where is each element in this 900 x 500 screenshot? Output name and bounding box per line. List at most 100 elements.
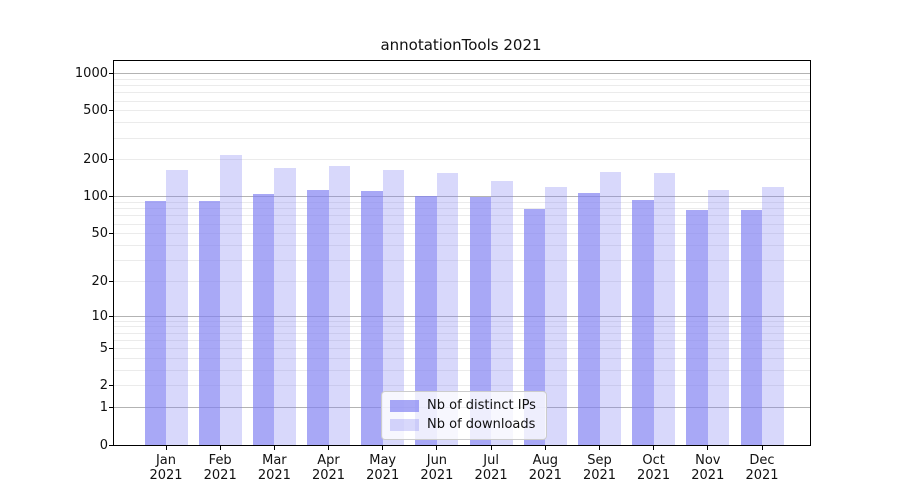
gridline-900 — [114, 78, 810, 80]
gridline-60 — [114, 223, 810, 225]
y-tick-label-5: 5 — [99, 341, 108, 357]
bar-ips-jun — [415, 196, 437, 445]
x-tick-label-oct: Oct 2021 — [637, 453, 671, 483]
x-tick-oct — [653, 446, 655, 450]
bar-downloads-jun — [436, 172, 459, 445]
chart-title: annotationTools 2021 — [380, 36, 542, 54]
legend-swatch-downloads — [390, 418, 419, 431]
gridline-3 — [114, 370, 810, 371]
y-tick-5 — [109, 348, 113, 350]
gridline-6 — [114, 339, 810, 341]
bar-ips-feb — [198, 201, 221, 445]
gridline-100 — [114, 196, 810, 198]
x-tick-apr — [328, 446, 329, 450]
x-tick-dec — [761, 446, 763, 450]
bar-downloads-jul — [491, 180, 513, 445]
y-tick-label-200: 200 — [83, 152, 108, 168]
x-tick-aug — [544, 446, 546, 450]
bar-downloads-mar — [274, 167, 296, 445]
bar-downloads-may — [382, 169, 405, 445]
y-tick-50 — [109, 233, 113, 235]
bar-ips-jul — [469, 196, 492, 445]
bar-ips-may — [361, 190, 383, 445]
bar-downloads-dec — [762, 186, 784, 445]
bar-downloads-feb — [220, 155, 242, 445]
gridline-800 — [114, 85, 810, 86]
bar-ips-apr — [307, 190, 329, 445]
gridline-4 — [114, 358, 810, 359]
x-tick-sep — [599, 446, 600, 450]
y-tick-label-10: 10 — [91, 308, 108, 324]
x-tick-label-dec: Dec 2021 — [745, 453, 779, 483]
gridline-600 — [114, 100, 810, 102]
y-tick-label-1: 1 — [99, 400, 108, 416]
y-tick-2 — [109, 385, 113, 387]
gridline-1000 — [114, 73, 810, 74]
gridline-700 — [114, 92, 810, 94]
bar-downloads-apr — [328, 165, 350, 445]
x-tick-label-jun: Jun 2021 — [420, 453, 454, 483]
gridline-8 — [114, 326, 810, 328]
y-tick-label-500: 500 — [83, 103, 108, 119]
legend-entry-downloads: Nb of downloads — [390, 417, 536, 432]
x-tick-jan — [165, 446, 167, 450]
gridline-30 — [114, 259, 810, 261]
gridline-400 — [114, 122, 810, 124]
x-tick-label-jan: Jan 2021 — [149, 453, 183, 483]
bar-ips-jan — [144, 200, 166, 445]
gridline-40 — [114, 244, 810, 246]
bar-ips-oct — [632, 200, 654, 445]
y-tick-1 — [109, 407, 113, 409]
x-tick-may — [382, 446, 384, 450]
gridline-70 — [114, 215, 810, 217]
gridline-9 — [114, 320, 810, 322]
legend: Nb of distinct IPs Nb of downloads — [381, 391, 547, 440]
y-tick-label-20: 20 — [91, 273, 108, 289]
x-tick-label-feb: Feb 2021 — [203, 453, 237, 483]
bar-downloads-oct — [653, 172, 676, 445]
x-tick-label-mar: Mar 2021 — [257, 453, 291, 483]
x-tick-mar — [273, 446, 275, 450]
plot-area: 0 1 2 5 10 20 50 100 200 500 1000 Jan 2021 Feb 2021… — [75, 60, 811, 483]
gridline-5 — [114, 348, 810, 350]
gridline-300 — [114, 137, 810, 139]
legend-label-downloads: Nb of downloads — [427, 417, 536, 432]
gridline-10 — [114, 315, 810, 317]
y-tick-0 — [109, 444, 113, 446]
y-tick-label-1000: 1000 — [74, 66, 108, 81]
bar-downloads-jan — [166, 169, 188, 445]
x-tick-label-sep: Sep 2021 — [582, 453, 617, 483]
x-tick-feb — [219, 446, 221, 450]
gridline-20 — [114, 280, 810, 282]
x-tick-label-aug: Aug 2021 — [528, 453, 562, 483]
bar-ips-sep — [578, 192, 600, 445]
x-tick-label-jul: Jul 2021 — [474, 453, 508, 483]
bar-ips-nov — [686, 210, 708, 445]
gridline-90 — [114, 202, 810, 203]
legend-swatch-distinct-ips — [390, 399, 419, 412]
y-tick-label-0: 0 — [99, 437, 108, 453]
bar-ips-dec — [740, 210, 762, 445]
bar-ips-aug — [523, 209, 546, 445]
x-tick-label-nov: Nov 2021 — [691, 453, 725, 483]
bar-downloads-nov — [707, 189, 730, 445]
bar-downloads-sep — [599, 172, 621, 445]
bar-downloads-aug — [545, 187, 567, 445]
y-tick-20 — [109, 280, 113, 282]
gridline-200 — [114, 159, 810, 161]
y-tick-10 — [109, 315, 113, 317]
y-tick-500 — [109, 110, 113, 112]
gridline-7 — [114, 332, 810, 334]
gridline-500 — [114, 110, 810, 112]
legend-label-distinct-ips: Nb of distinct IPs — [427, 398, 536, 413]
y-tick-label-2: 2 — [99, 378, 108, 394]
y-tick-100 — [109, 196, 113, 198]
gridline-80 — [114, 208, 810, 210]
gridline-50 — [114, 233, 810, 235]
y-tick-200 — [109, 159, 113, 161]
bar-ips-mar — [252, 194, 275, 445]
y-tick-label-100: 100 — [83, 189, 108, 205]
x-tick-jul — [490, 446, 492, 450]
gridline-2 — [114, 385, 810, 387]
